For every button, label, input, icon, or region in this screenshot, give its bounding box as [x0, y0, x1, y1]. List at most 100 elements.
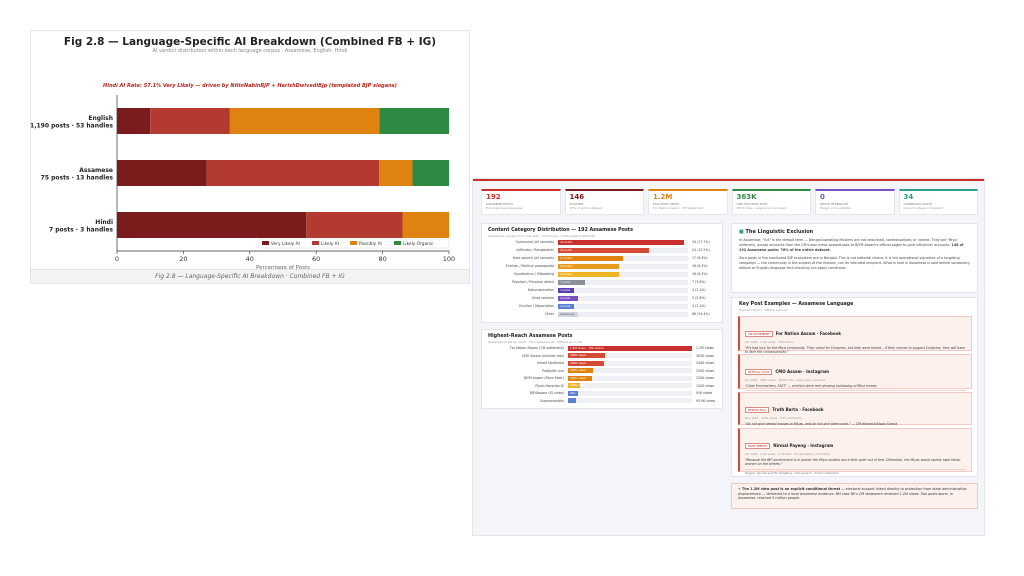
category-row-label: Populism / Personal attack — [511, 280, 554, 284]
reach-row-track: 220K views — [568, 375, 692, 381]
bar-segment — [206, 160, 380, 186]
reach-row-inner-label: 120K views — [570, 383, 586, 387]
kpi-subtext: For Nation Assam · CM statement — [653, 206, 704, 210]
example-quote: "Because the BJP government is in power,… — [745, 458, 961, 467]
category-row-bar — [558, 303, 574, 309]
kpi-label: AI-rated — [569, 202, 584, 206]
pin-icon: ✦ — [738, 487, 741, 491]
category-detail-label: 75 posts · 13 handles — [41, 175, 114, 182]
figure-caption: Fig 2.8 — Language-Specific AI Breakdown… — [31, 269, 469, 283]
category-row-inner-label: remaining — [560, 311, 575, 316]
bar-segment — [379, 108, 449, 134]
reach-row: PratiJoNe Live 230K views 230K views — [482, 368, 724, 374]
reach-panel-subtitle: Assamese posts by reach · 50 engagements… — [488, 340, 583, 344]
reach-row: CMO Assam (eviction reel) 363K views 363K … — [482, 353, 724, 359]
reach-row-value: 230K views — [696, 368, 715, 373]
category-row-bar — [558, 247, 649, 253]
reach-row-inner-label: 220K views — [570, 375, 586, 380]
legend-label: Likely AI — [321, 241, 339, 247]
example-card-header: REPORT FALL Truth Barta · Facebook — [745, 396, 966, 415]
example-tag: HATE SPEECH — [745, 443, 771, 449]
kpi-label: Max post views — [653, 202, 680, 206]
category-row-track: remaining — [558, 311, 688, 317]
bar-segment — [229, 108, 380, 134]
category-detail-label: 1,190 posts · 53 handles — [31, 123, 113, 130]
kpi-value: 192 — [486, 193, 501, 201]
reach-row-track: 230K views — [568, 368, 692, 373]
reach-row-label: Pijush Hazarika IG — [535, 383, 564, 388]
assamese-dashboard: 192 Assamese posts Full Assamese-language 1… — [472, 178, 985, 536]
kpi-value: 34 — [903, 193, 914, 201]
example-tag: REPORT FALL — [745, 407, 770, 413]
category-name-label: Hindi — [95, 219, 113, 226]
x-tick-label: 100 — [443, 255, 455, 263]
example-card-header: CM STATEMENT For Nation Assam · Facebook — [745, 320, 966, 339]
example-meta: Jan 2026 · 1.2M views · 78K shares — [745, 340, 794, 344]
bar-segment — [379, 160, 413, 186]
exclusion-title-text: The Linguistic Exclusion — [745, 229, 814, 235]
kpi-subtext: Current category targeted — [903, 206, 943, 210]
example-quote: "Do not give rented houses to Miyas, and… — [745, 422, 898, 426]
reach-row-track: 344K views — [568, 360, 692, 366]
x-tick-label: 0 — [115, 255, 119, 263]
footer-note: ✦ The 1.2M view post is an explicit cond… — [731, 483, 978, 509]
dashboard-top-accent — [473, 179, 984, 181]
category-row-bar — [558, 239, 685, 245]
category-row-track: 4 posts — [558, 287, 688, 293]
kpi-label: CMO eviction post — [736, 202, 768, 206]
x-axis-label: Percentage of Posts — [256, 265, 310, 271]
category-row: Infiltrator / Bangladeshi 24 posts 24 (12.… — [482, 247, 724, 253]
category-row-bar — [558, 271, 620, 277]
reach-row-label: BJP4Assam (IG video) — [529, 391, 564, 395]
example-meta: Jan 2026 · 363K views · 38.6K likes · pa… — [745, 378, 825, 382]
category-row-label: Hypothetical / Misleading — [513, 272, 554, 276]
category-row-track: 17 posts — [558, 255, 688, 261]
kpi-subtext: 76% of entire dataset — [569, 206, 603, 210]
category-row-track: 4 posts — [558, 303, 688, 309]
exclusion-p1-bold: 146 of 192 Assamese posts: 76% of the en… — [739, 243, 964, 252]
example-quote: "It's bad luck for the Miya community. T… — [745, 346, 965, 355]
reach-row-inner-label: 230K views — [570, 368, 586, 372]
category-row-label: Hate speech (all variants) — [512, 256, 554, 260]
x-tick-label: 60 — [312, 255, 320, 263]
bar-segment — [117, 108, 151, 134]
reach-row-bar — [568, 390, 578, 396]
category-row-bar — [558, 295, 578, 301]
category-row-value: 17 (8.9%) — [692, 256, 708, 260]
example-source: Truth Barta · Facebook — [772, 407, 824, 412]
category-panel: Content Category Distribution — 192 Assa… — [481, 223, 723, 323]
examples-title: Key Post Examples — Assamese Language — [739, 302, 854, 307]
category-row: Communal (all variants) 34 posts 34 (17.7%… — [482, 239, 724, 245]
reach-row-label: Supersamaithu — [539, 398, 564, 403]
category-row: Other remaining 66 (34.4%) — [482, 311, 724, 317]
reach-row-track: 120K views — [568, 383, 692, 388]
legend-swatch — [350, 241, 357, 245]
legend-swatch — [262, 241, 269, 245]
footer-note-text: — electoral support linked directly to p… — [738, 487, 967, 501]
x-tick-label: 20 — [179, 255, 187, 263]
category-row-track: 16 posts — [558, 271, 688, 277]
category-row-inner-label: 24 posts — [560, 247, 572, 252]
category-row-value: 7 (3.6%) — [692, 280, 706, 284]
reach-panel-title: Highest-Reach Assamese Posts — [488, 334, 573, 339]
reach-row-track: 91K — [568, 390, 692, 396]
reach-row: Supersamaithu 93.9K views — [482, 398, 724, 404]
reach-row-bar — [568, 368, 593, 373]
example-card-header: OFFICIAL GOVT CMO Assam · Instagram — [745, 358, 966, 377]
reach-row-value: 344K views — [696, 361, 715, 365]
category-row-value: 16 (8.3%) — [692, 264, 708, 268]
category-panel-title: Content Category Distribution — 192 Assa… — [488, 228, 633, 233]
reach-row-value: 220K views — [696, 376, 715, 380]
category-row-track: 16 posts — [558, 263, 688, 269]
category-row-value: 24 (12.5%) — [692, 248, 710, 252]
reach-row-track — [568, 398, 692, 403]
reach-row-value: 93.9K views — [696, 398, 716, 403]
example-note: Tagged: gender-specific targeting · hate… — [745, 468, 966, 475]
kpi-value: 0 — [820, 193, 825, 201]
legend-label: Likely Organic — [403, 241, 434, 247]
reach-row-label: BJYM Assam (Rhon Pabir) — [523, 376, 564, 380]
example-source: Nirmal Payeng · Instagram — [773, 443, 834, 448]
category-row-inner-label: 5 posts — [560, 295, 571, 300]
category-row-label: Jihad variants — [532, 296, 554, 300]
example-tag: CM STATEMENT — [745, 331, 773, 337]
